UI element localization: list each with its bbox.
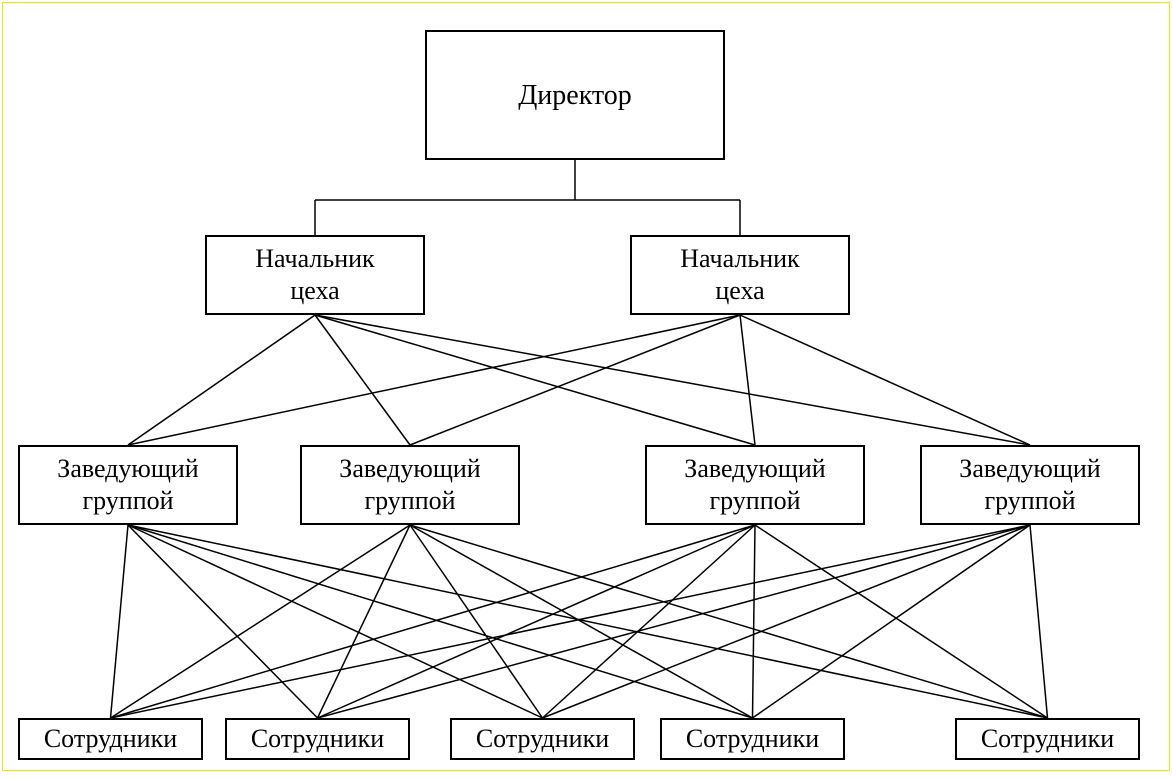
node-emp5: Сотрудники — [955, 718, 1140, 760]
node-label-line1: Заведующий — [959, 453, 1100, 486]
node-label-line1: Начальник — [255, 243, 374, 276]
node-head2: Начальникцеха — [630, 235, 850, 315]
node-label-line2: группой — [339, 485, 480, 518]
node-label: Сотрудники — [476, 723, 609, 756]
node-label: Сотрудники — [251, 723, 384, 756]
node-emp1: Сотрудники — [18, 718, 203, 760]
node-label-line2: группой — [959, 485, 1100, 518]
node-label: Сотрудники — [686, 723, 819, 756]
node-sup1: Заведующийгруппой — [18, 445, 238, 525]
node-label-line1: Заведующий — [684, 453, 825, 486]
node-emp3: Сотрудники — [450, 718, 635, 760]
node-sup2: Заведующийгруппой — [300, 445, 520, 525]
node-label-line2: группой — [684, 485, 825, 518]
node-label-line1: Начальник — [680, 243, 799, 276]
node-label: Сотрудники — [981, 723, 1114, 756]
node-director: Директор — [425, 30, 725, 160]
node-label-line2: цеха — [680, 275, 799, 308]
node-sup4: Заведующийгруппой — [920, 445, 1140, 525]
node-emp4: Сотрудники — [660, 718, 845, 760]
node-label-line1: Заведующий — [57, 453, 198, 486]
node-label-line1: Заведующий — [339, 453, 480, 486]
node-label-line2: цеха — [255, 275, 374, 308]
node-label: Директор — [518, 78, 632, 113]
node-head1: Начальникцеха — [205, 235, 425, 315]
node-sup3: Заведующийгруппой — [645, 445, 865, 525]
node-label-line2: группой — [57, 485, 198, 518]
node-label: Сотрудники — [44, 723, 177, 756]
node-emp2: Сотрудники — [225, 718, 410, 760]
